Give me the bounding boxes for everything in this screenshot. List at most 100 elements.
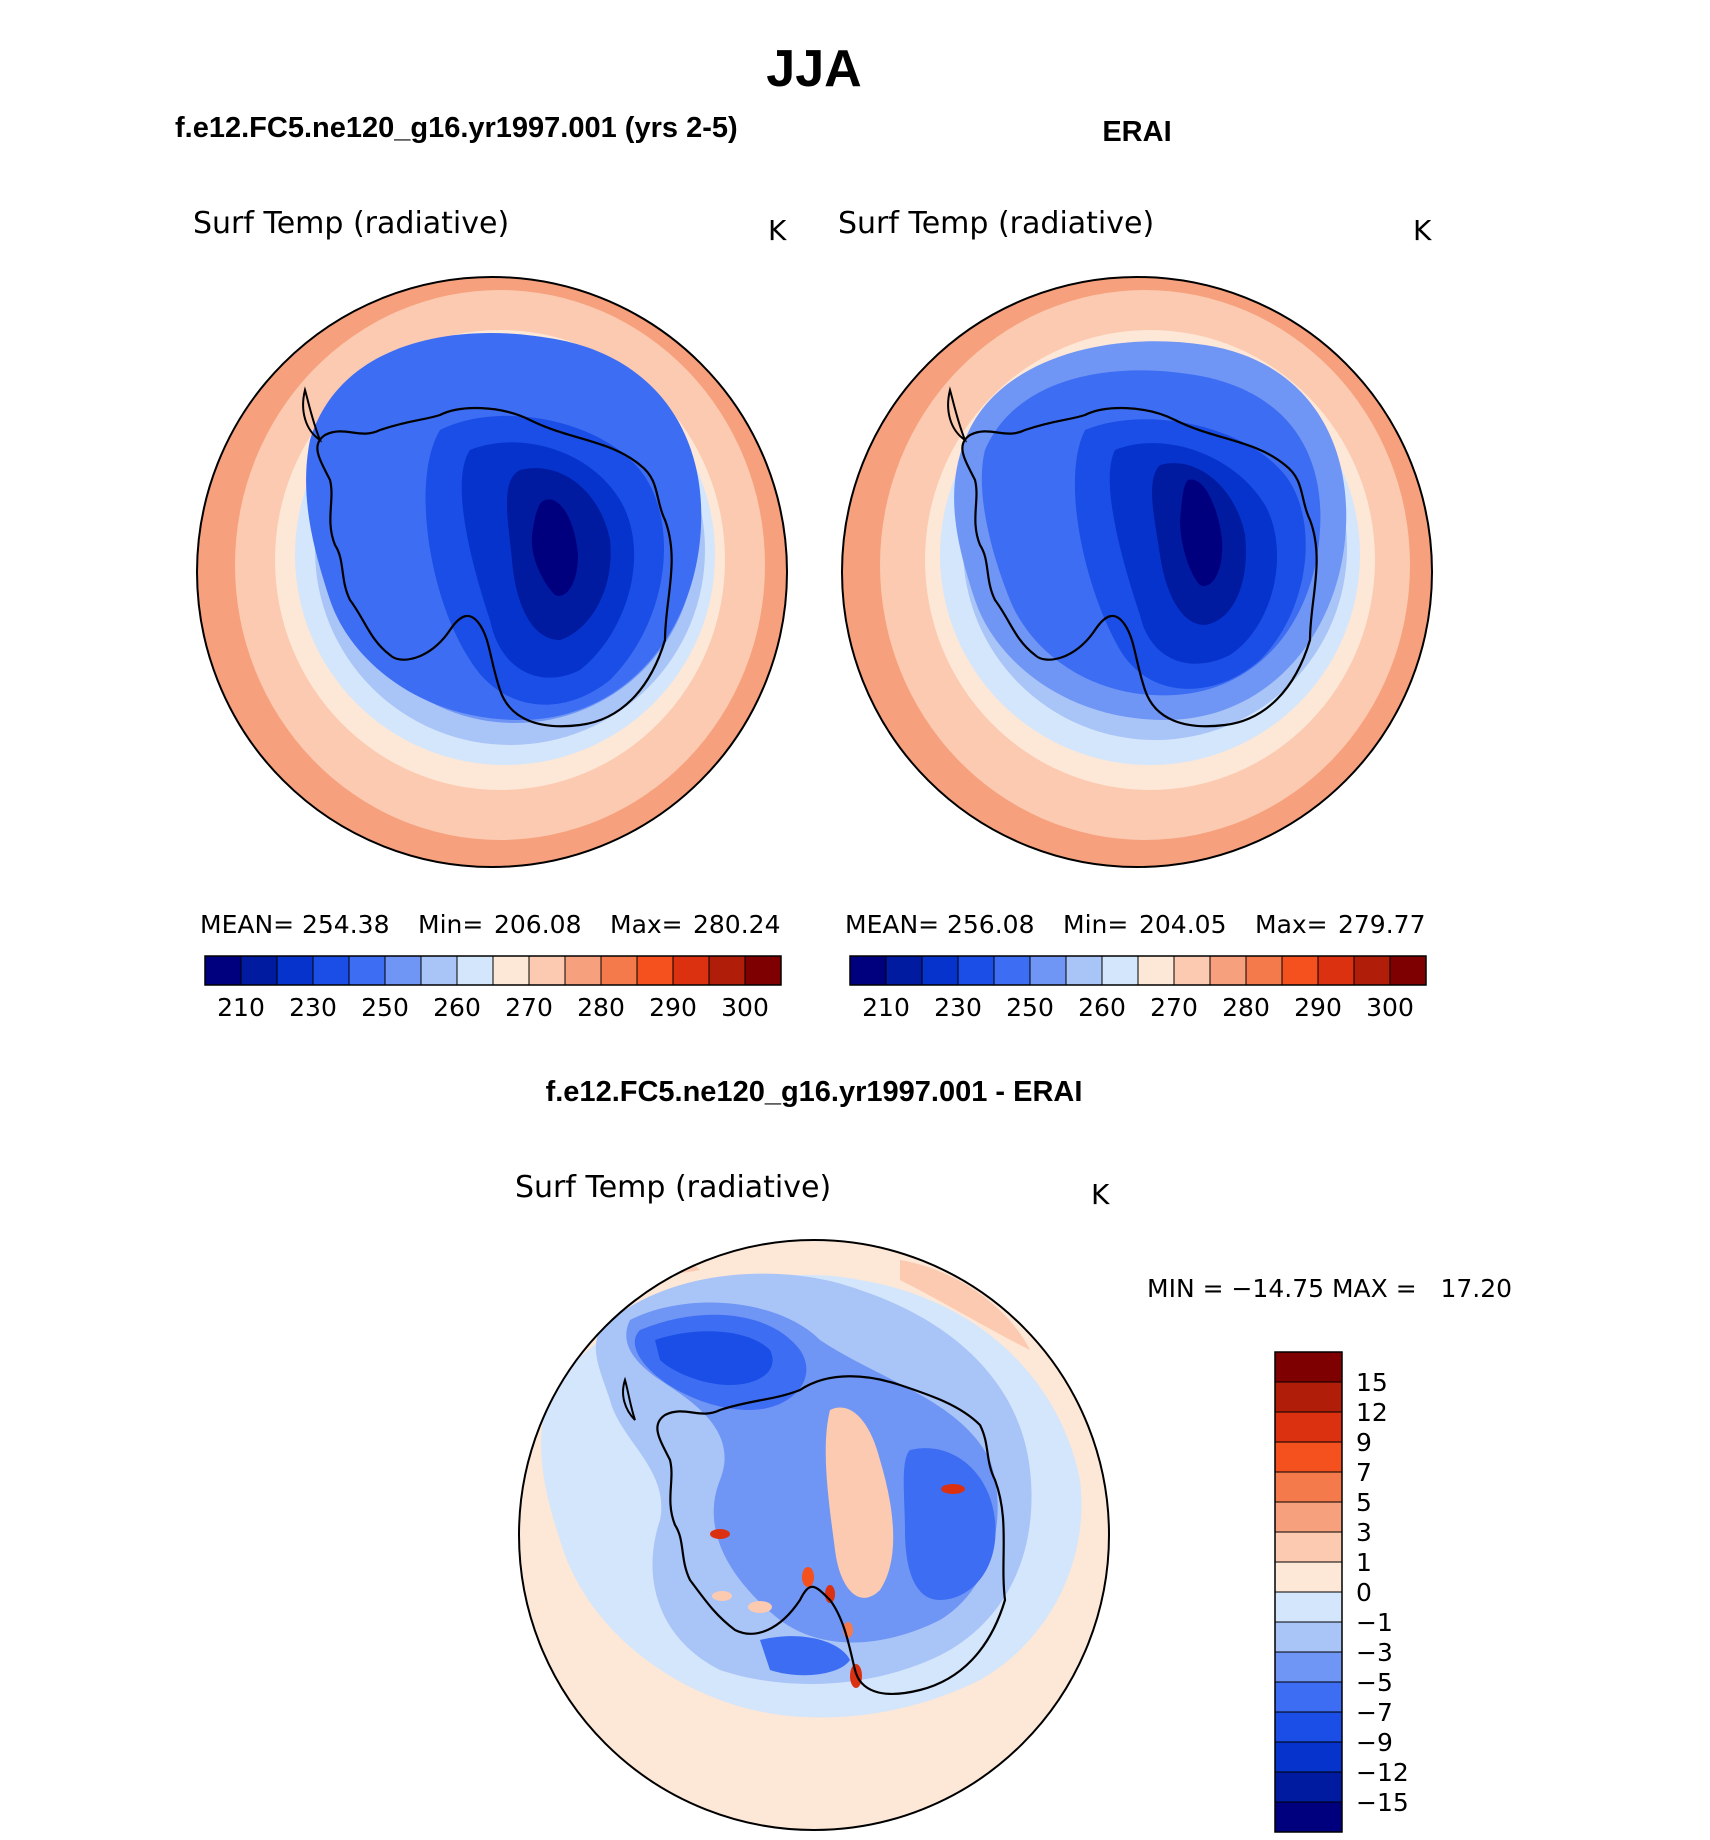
colorbar-tick-label: 9 [1356, 1428, 1372, 1457]
colorbar-erai: 210 230 250 260 270 280 290 300 [849, 955, 1427, 1022]
map-border-c [518, 1239, 1110, 1831]
colorbar-tick-label: 3 [1356, 1518, 1372, 1547]
colorbar-swatch [1274, 1621, 1343, 1653]
colorbar-swatch [708, 955, 746, 986]
panel-b-min-label: Min= [1063, 910, 1128, 939]
map-border-a [196, 276, 788, 868]
colorbar-swatch [1274, 1441, 1343, 1473]
colorbar-tick-label: 210 [862, 993, 910, 1022]
colorbar-tick-label: 290 [649, 993, 697, 1022]
colorbar-tick-label: 260 [1078, 993, 1126, 1022]
panel-a-mean-label: MEAN= [200, 910, 294, 939]
colorbar-swatch [420, 955, 458, 986]
panel-b-mean-label: MEAN= [845, 910, 939, 939]
colorbar-swatch [240, 955, 278, 986]
colorbar-tick-label: 300 [1366, 993, 1414, 1022]
colorbar-swatch [1274, 1711, 1343, 1743]
svg-text:MEAN= 256.08 Min=: MEAN= 256.08 Min= 204.05 Max= 279.77 [845, 910, 1425, 939]
colorbar-swatch [1274, 1411, 1343, 1443]
colorbar-tick-label: 7 [1356, 1458, 1372, 1487]
colorbar-frame [849, 955, 1427, 986]
colorbar-model: 210 230 250 260 270 280 290 300 [204, 955, 782, 1022]
colorbar-swatch [1274, 1801, 1343, 1833]
colorbar-tick-label: 1 [1356, 1548, 1372, 1577]
colorbar-swatch [1274, 1591, 1343, 1623]
map-panel-erai [841, 276, 1433, 868]
colorbar-tick-label: 260 [433, 993, 481, 1022]
colorbar-tick-label: 230 [289, 993, 337, 1022]
colorbar-swatch [1101, 955, 1139, 986]
map-border-b [841, 276, 1433, 868]
colorbar-swatch [1274, 1531, 1343, 1563]
panel-b-variable: Surf Temp (radiative) [838, 206, 1154, 241]
colorbar-swatch [921, 955, 959, 986]
colorbar-swatch [384, 955, 422, 986]
coastline-a [316, 407, 673, 728]
coastline-c [656, 1375, 1007, 1695]
panel-a-max-label: Max= [610, 910, 683, 939]
colorbar-tick-label: 280 [1222, 993, 1270, 1022]
colorbar-swatch [1274, 1501, 1343, 1533]
panel-a-max: 280.24 [693, 910, 780, 939]
panel-b-min: 204.05 [1139, 910, 1226, 939]
colorbar-tick-label: 0 [1356, 1578, 1372, 1607]
right-panel-header: ERAI [1102, 116, 1171, 148]
colorbar-swatch [1173, 955, 1211, 986]
colorbar-tick-label: 5 [1356, 1488, 1372, 1517]
colorbar-swatch [348, 955, 386, 986]
colorbar-swatch [1274, 1561, 1343, 1593]
figure-title: JJA [766, 40, 861, 98]
colorbar-swatch [993, 955, 1031, 986]
colorbar-swatch [1274, 1381, 1343, 1413]
colorbar-swatch [1274, 1471, 1343, 1503]
colorbar-swatch [276, 955, 314, 986]
colorbar-frame [1274, 1351, 1343, 1833]
colorbar-tick-label: 12 [1356, 1398, 1388, 1427]
colorbar-swatch [1065, 955, 1103, 986]
colorbar-tick-label: 15 [1356, 1368, 1388, 1397]
colorbar-frame [204, 955, 782, 986]
colorbar-tick-label: 300 [721, 993, 769, 1022]
map-panel-model [196, 276, 788, 868]
colorbar-swatch [564, 955, 602, 986]
panel-b-max-label: Max= [1255, 910, 1328, 939]
colorbar-swatch [672, 955, 710, 986]
panel-b-units: K [1413, 214, 1432, 247]
colorbar-tick-label: 250 [361, 993, 409, 1022]
diff-panel-header: f.e12.FC5.ne120_g16.yr1997.001 - ERAI [546, 1076, 1083, 1108]
colorbar-tick-label: −1 [1356, 1608, 1393, 1637]
colorbar-swatch [1245, 955, 1283, 986]
colorbar-tick-label: −5 [1356, 1668, 1393, 1697]
colorbar-tick-label: 230 [934, 993, 982, 1022]
panel-a-units: K [768, 214, 787, 247]
colorbar-tick-label: −12 [1356, 1758, 1409, 1787]
colorbar-swatch [885, 955, 923, 986]
colorbar-swatch [1281, 955, 1319, 986]
colorbar-tick-label: −15 [1356, 1788, 1409, 1817]
colorbar-swatch [957, 955, 995, 986]
colorbar-tick-label: 270 [1150, 993, 1198, 1022]
colorbar-swatch [1137, 955, 1175, 986]
panel-a-min-label: Min= [418, 910, 483, 939]
colorbar-tick-label: −9 [1356, 1728, 1393, 1757]
colorbar-tick-label: 270 [505, 993, 553, 1022]
left-panel-header: f.e12.FC5.ne120_g16.yr1997.001 (yrs 2-5) [175, 112, 738, 144]
panel-c-units: K [1091, 1178, 1110, 1211]
colorbar-swatch [1274, 1651, 1343, 1683]
colorbar-swatch [1353, 955, 1391, 986]
colorbar-swatch [1209, 955, 1247, 986]
colorbar-swatch [600, 955, 638, 986]
colorbar-swatch [1317, 955, 1355, 986]
colorbar-swatch [1029, 955, 1067, 986]
colorbar-tick-label: 210 [217, 993, 265, 1022]
colorbar-tick-label: −3 [1356, 1638, 1393, 1667]
colorbar-swatch [636, 955, 674, 986]
colorbar-swatch [204, 955, 242, 986]
coastline-b [961, 407, 1318, 728]
colorbar-tick-label: 280 [577, 993, 625, 1022]
colorbar-swatch [312, 955, 350, 986]
colorbar-swatch [1274, 1351, 1343, 1383]
colorbar-swatch [1274, 1741, 1343, 1773]
